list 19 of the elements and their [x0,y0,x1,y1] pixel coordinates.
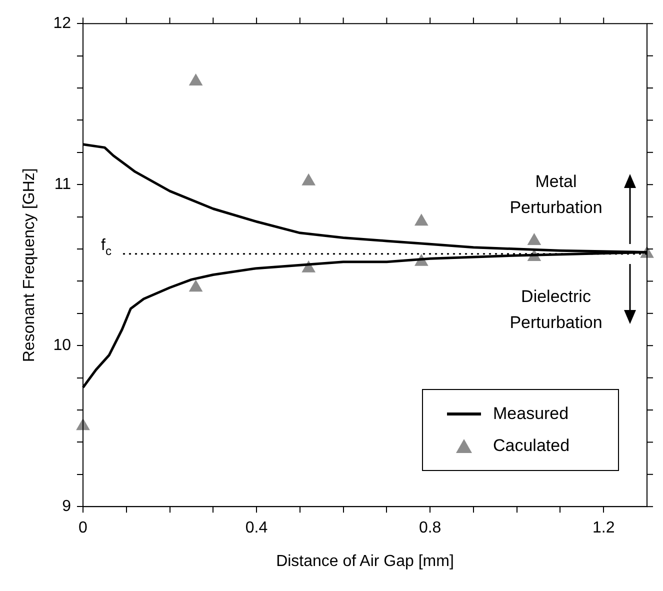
y-tick-label: 9 [62,498,72,516]
x-tick-label: 0 [78,520,88,537]
point [189,74,202,86]
annotation: Dielectric Perturbation [508,286,604,334]
x-tick-label: 0.4 [245,520,268,537]
annotation: Metal Perturbation [508,170,604,219]
point [414,214,428,226]
x-tick-label: 1.2 [592,520,615,537]
point [302,174,316,186]
y-tick-label: 10 [53,337,72,354]
point [189,280,202,292]
y-tick-label: 11 [54,176,72,194]
x-tick-label: 0.8 [418,520,442,537]
x-axis-title: Distance of Air Gap [mm] [276,552,454,570]
y-tick-label: 12 [53,15,72,32]
legend-label: Measured [493,404,569,424]
y-axis-title: Resonant Frequency [GHz] [21,168,38,362]
legend-label: Caculated [493,436,570,456]
point [528,233,541,245]
